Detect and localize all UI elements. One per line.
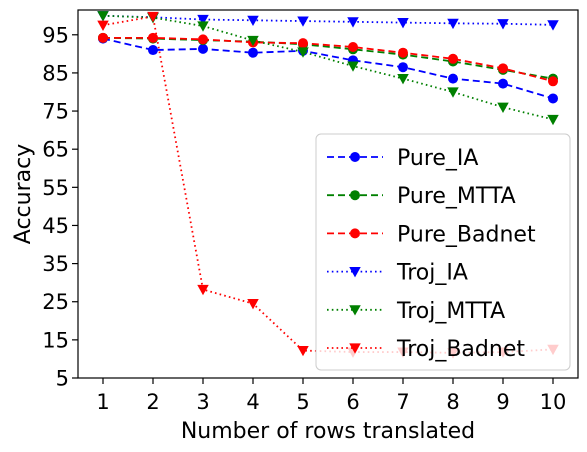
y-tick-label: 65 [42,138,69,162]
y-axis-label: Accuracy [11,144,36,244]
legend-entry-troj-ia: Troj_IA [327,261,468,286]
series-pure-badnet-point [148,32,158,43]
series-troj-mtta-point [347,61,359,72]
legend-point [350,228,360,239]
legend-label: Troj_MTTA [396,299,505,324]
plot-frame [77,9,579,379]
series-troj-ia-point [347,17,359,28]
x-tick-label: 7 [396,390,409,414]
legend-point [350,152,360,162]
legend-point [350,190,360,201]
x-tick-label: 5 [296,390,309,414]
series-troj-ia-point [497,19,509,30]
series-pure-badnet-point [448,53,458,64]
series-pure-badnet-point [548,76,558,87]
series-troj-badnet-point [297,345,309,357]
x-tick-label: 8 [446,390,459,414]
legend-point [349,267,361,278]
series-troj-ia-point [247,15,259,27]
legend-point [349,343,361,354]
series-line-troj-mtta [102,14,554,121]
series-troj-mtta-point [497,102,509,113]
series-troj-mtta-point [447,87,459,98]
x-tick-label: 10 [540,390,567,414]
y-tick-label: 15 [42,328,69,352]
series-pure-badnet-point [348,41,358,52]
series-troj-ia [97,11,559,31]
legend-entry-pure-mtta: Pure_MTTA [327,184,516,209]
series-troj-mtta-point [297,47,309,58]
series-pure-badnet-point [498,63,508,74]
series-layer [97,11,559,359]
series-troj-badnet-point [147,11,159,23]
legend-label: Pure_IA [397,146,478,171]
series-pure-mtta [98,32,558,84]
series-pure-badnet-point [198,34,208,45]
x-tick-label: 4 [246,390,259,414]
series-pure-badnet-point [298,38,308,49]
series-pure-ia-point [448,73,458,84]
legend-label: Troj_Badnet [396,337,525,362]
series-line-troj-ia [102,14,554,26]
y-tick-label: 85 [42,61,69,85]
series-troj-ia-point [197,14,209,26]
series-line-pure-mtta [102,36,554,80]
series-pure-ia-point [548,93,558,104]
legend: Pure_IA Pure_MTTA Pure_Badnet Troj_IA Troj_M… [315,133,571,371]
x-tick-label: 9 [496,390,509,414]
series-troj-ia-point [547,20,559,31]
y-tick-label: 95 [42,23,69,47]
y-tick-label: 25 [42,290,69,314]
y-tick-label: 75 [42,100,69,124]
y-tick-label: 5 [56,367,69,391]
series-troj-mtta-point [397,74,409,85]
x-tick-label: 3 [196,390,209,414]
series-pure-ia-point [198,43,208,54]
series-pure-badnet-point [398,47,408,58]
series-pure-ia [98,33,558,104]
series-pure-ia-point [248,47,258,58]
x-tick-label: 2 [146,390,159,414]
legend-entry-troj-badnet: Troj_Badnet [327,337,525,362]
series-pure-badnet [98,32,558,87]
series-pure-ia-point [398,62,408,73]
legend-label: Pure_MTTA [397,184,516,209]
series-line-pure-ia [102,37,554,100]
legend-entry-pure-badnet: Pure_Badnet [327,222,536,247]
legend-entry-troj-mtta: Troj_MTTA [327,299,505,324]
series-line-pure-badnet [103,36,554,83]
series-troj-ia-point [447,18,459,30]
series-troj-ia-point [297,16,309,27]
series-troj-mtta-point [547,114,559,126]
legend-entry-pure-ia: Pure_IA [327,146,478,171]
series-pure-ia-point [148,45,158,56]
legend-label: Pure_Badnet [397,222,536,247]
series-troj-badnet-point [247,299,259,310]
x-axis-label: Number of rows translated [181,419,475,444]
legend-label: Troj_IA [396,261,468,286]
series-pure-ia-point [498,78,508,89]
series-troj-mtta-point [97,11,109,22]
y-tick-label: 35 [42,252,69,276]
series-troj-badnet-point [197,284,209,296]
series-pure-badnet-point [98,32,108,43]
x-tick-label: 6 [346,390,359,414]
series-troj-mtta-point [247,35,259,47]
series-troj-badnet-point [97,20,109,32]
y-tick-label: 55 [42,176,69,200]
series-troj-ia-point [397,17,409,29]
legend-point [349,305,361,316]
series-troj-mtta-point [197,21,209,32]
x-tick-label: 1 [96,390,109,414]
legend-box [315,133,571,371]
y-tick-label: 45 [42,214,69,238]
